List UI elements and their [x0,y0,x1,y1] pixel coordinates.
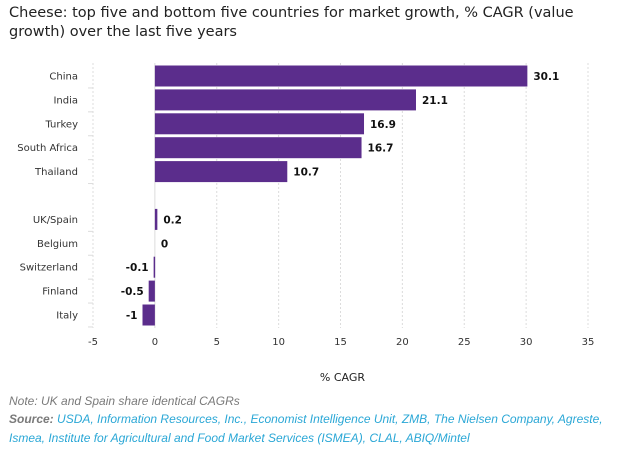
x-tick-label: 30 [520,337,533,348]
category-label: South Africa [17,143,78,154]
bar-turkey [154,113,365,135]
category-label: Italy [56,311,78,322]
x-axis-title: % CAGR [320,371,365,384]
bar-china [154,65,528,87]
category-label: Finland [42,287,78,298]
x-tick-label: -5 [88,337,98,348]
chart-title: Cheese: top five and bottom five countri… [9,5,574,40]
chart-note: Note: UK and Spain share identical CAGRs [9,394,240,408]
category-label: Switzerland [20,263,78,274]
x-tick-label: 35 [582,337,595,348]
value-label: 10.7 [293,167,319,179]
chart-source: Source: USDA, Information Resources, Inc… [9,410,637,448]
x-tick-label: 0 [152,337,158,348]
category-label: Thailand [34,167,78,178]
bar-thailand [154,161,288,183]
value-label: 30.1 [533,71,559,83]
bar-finland [148,280,155,302]
value-label: 0 [161,238,168,250]
bar-uk-spain [154,208,158,230]
category-label: Turkey [44,119,78,130]
source-text[interactable]: USDA, Information Resources, Inc., Econo… [9,412,603,445]
value-label: -0.1 [126,262,149,274]
category-label: China [49,72,78,83]
source-label: Source: [9,412,54,426]
category-label: India [53,95,78,106]
value-label: 16.9 [370,119,396,131]
x-tick-label: 5 [214,337,220,348]
value-label: 0.2 [163,214,182,226]
bar-india [154,89,416,111]
x-tick-label: 20 [396,337,409,348]
x-tick-label: 10 [272,337,285,348]
value-label: 21.1 [422,95,448,107]
bar-south-africa [154,137,362,159]
x-tick-label: 25 [458,337,471,348]
x-tick-label: 15 [334,337,347,348]
category-label: UK/Spain [33,215,78,226]
bar-italy [142,304,155,326]
value-label: 16.7 [368,143,394,155]
bar-switzerland [153,256,156,278]
value-label: -1 [126,310,138,322]
category-label: Belgium [37,239,78,250]
value-label: -0.5 [121,286,144,298]
